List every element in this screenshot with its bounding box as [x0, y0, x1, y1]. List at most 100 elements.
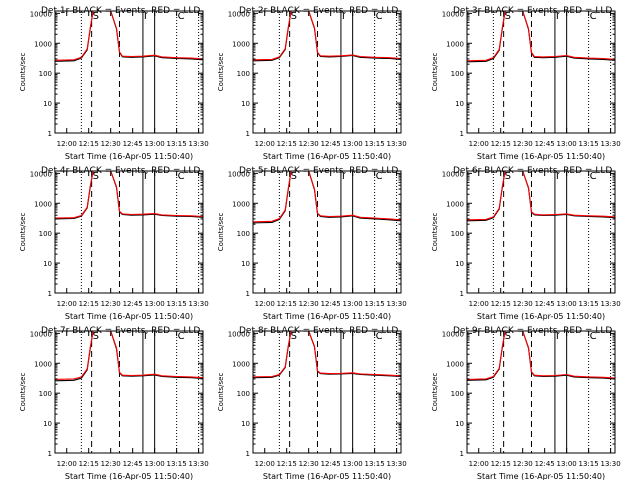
marker-label: C — [178, 171, 185, 182]
y-tick-label: 1 — [460, 130, 464, 138]
chart-panel-7: Det 7r BLACK = Events, RED = LLDCounts/s… — [19, 326, 209, 480]
y-axis-label: Counts/sec — [217, 373, 225, 412]
series-line-lld — [54, 10, 204, 61]
x-tick-label: 12:30 — [299, 300, 319, 308]
y-axis-label: Counts/sec — [19, 53, 27, 92]
y-tick-label: 1000 — [34, 360, 52, 368]
y-tick-label: 100 — [451, 390, 464, 398]
y-tick-label: 100 — [237, 390, 250, 398]
x-tick-label: 12:45 — [535, 460, 555, 468]
y-tick-label: 10000 — [442, 170, 464, 178]
series-line-lld — [252, 330, 402, 378]
x-tick-label: 13:00 — [145, 140, 165, 148]
series-line-lld — [252, 170, 402, 223]
x-tick-label: 13:30 — [387, 140, 407, 148]
series-line-lld — [466, 330, 616, 380]
x-tick-label: 12:00 — [255, 300, 275, 308]
marker-label: I — [342, 331, 345, 342]
x-tick-label: 13:15 — [365, 300, 385, 308]
x-tick-label: 12:45 — [535, 140, 555, 148]
marker-label: S — [291, 11, 297, 22]
x-tick-label: 12:00 — [469, 140, 489, 148]
x-axis-label: Start Time (16-Apr-05 11:50:40) — [477, 312, 605, 321]
y-tick-label: 1000 — [446, 40, 464, 48]
y-tick-label: 10 — [455, 100, 464, 108]
marker-label: S — [291, 331, 297, 342]
marker-label: S — [505, 171, 511, 182]
y-tick-label: 10000 — [30, 170, 52, 178]
x-tick-label: 12:15 — [277, 460, 297, 468]
chart-panel-6: Det 6r BLACK = Events, RED = LLDCounts/s… — [431, 166, 621, 321]
x-tick-label: 12:45 — [321, 460, 341, 468]
axes-frame — [252, 170, 402, 294]
y-tick-label: 10000 — [442, 330, 464, 338]
chart-panel-3: Det 3r BLACK = Events, RED = LLDCounts/s… — [431, 6, 621, 161]
y-tick-label: 1 — [246, 290, 250, 298]
x-tick-label: 13:15 — [579, 140, 599, 148]
y-tick-label: 10000 — [30, 10, 52, 18]
y-tick-label: 10 — [43, 260, 52, 268]
series-line-lld — [54, 170, 204, 219]
x-tick-label: 12:45 — [321, 300, 341, 308]
x-tick-label: 13:00 — [145, 300, 165, 308]
marker-label: C — [178, 331, 185, 342]
y-tick-label: 100 — [451, 230, 464, 238]
marker-label: C — [376, 171, 383, 182]
chart-panel-2: Det 2r BLACK = Events, RED = LLDCounts/s… — [217, 6, 407, 161]
x-tick-label: 12:00 — [57, 460, 77, 468]
x-axis-label: Start Time (16-Apr-05 11:50:40) — [477, 472, 605, 480]
axes-frame — [54, 10, 204, 134]
x-tick-label: 12:00 — [469, 460, 489, 468]
axes-frame — [466, 170, 616, 294]
x-tick-label: 12:15 — [491, 300, 511, 308]
y-tick-label: 1000 — [34, 40, 52, 48]
series-line-lld — [54, 330, 204, 380]
x-tick-label: 13:00 — [343, 140, 363, 148]
series-line-lld — [252, 10, 402, 61]
x-tick-label: 13:00 — [343, 460, 363, 468]
y-tick-label: 100 — [39, 230, 52, 238]
x-tick-label: 13:00 — [145, 460, 165, 468]
y-tick-label: 1 — [48, 450, 52, 458]
y-tick-label: 1000 — [232, 200, 250, 208]
chart-panel-8: Det 8r BLACK = Events, RED = LLDCounts/s… — [217, 326, 407, 480]
y-tick-label: 10 — [241, 100, 250, 108]
x-tick-label: 12:45 — [123, 140, 143, 148]
marker-label: I — [556, 11, 559, 22]
x-tick-label: 13:30 — [189, 140, 209, 148]
marker-label: C — [376, 331, 383, 342]
chart-panel-4: Det 4r BLACK = Events, RED = LLDCounts/s… — [19, 166, 209, 321]
y-tick-label: 10 — [43, 100, 52, 108]
x-tick-label: 13:30 — [189, 300, 209, 308]
y-tick-label: 10000 — [30, 330, 52, 338]
x-tick-label: 12:30 — [513, 460, 533, 468]
y-tick-label: 100 — [451, 70, 464, 78]
y-tick-label: 100 — [39, 390, 52, 398]
y-axis-label: Counts/sec — [217, 213, 225, 252]
chart-panel-1: Det 1r BLACK = Events, RED = LLDCounts/s… — [19, 6, 209, 161]
x-tick-label: 13:00 — [557, 460, 577, 468]
x-tick-label: 12:00 — [255, 460, 275, 468]
y-axis-label: Counts/sec — [431, 373, 439, 412]
marker-label: S — [93, 171, 99, 182]
y-tick-label: 100 — [39, 70, 52, 78]
marker-label: I — [144, 171, 147, 182]
x-tick-label: 12:00 — [57, 300, 77, 308]
y-tick-label: 10000 — [442, 10, 464, 18]
x-tick-label: 12:15 — [79, 140, 99, 148]
marker-label: C — [376, 11, 383, 22]
y-tick-label: 1000 — [232, 360, 250, 368]
y-tick-label: 10000 — [228, 10, 250, 18]
x-axis-label: Start Time (16-Apr-05 11:50:40) — [477, 152, 605, 161]
marker-label: I — [556, 171, 559, 182]
y-tick-label: 1 — [460, 290, 464, 298]
x-axis-label: Start Time (16-Apr-05 11:50:40) — [65, 472, 193, 480]
marker-label: I — [144, 11, 147, 22]
x-tick-label: 12:15 — [491, 460, 511, 468]
x-tick-label: 12:15 — [491, 140, 511, 148]
x-tick-label: 13:30 — [601, 460, 621, 468]
x-tick-label: 12:30 — [101, 140, 121, 148]
y-axis-label: Counts/sec — [19, 373, 27, 412]
x-tick-label: 12:00 — [255, 140, 275, 148]
